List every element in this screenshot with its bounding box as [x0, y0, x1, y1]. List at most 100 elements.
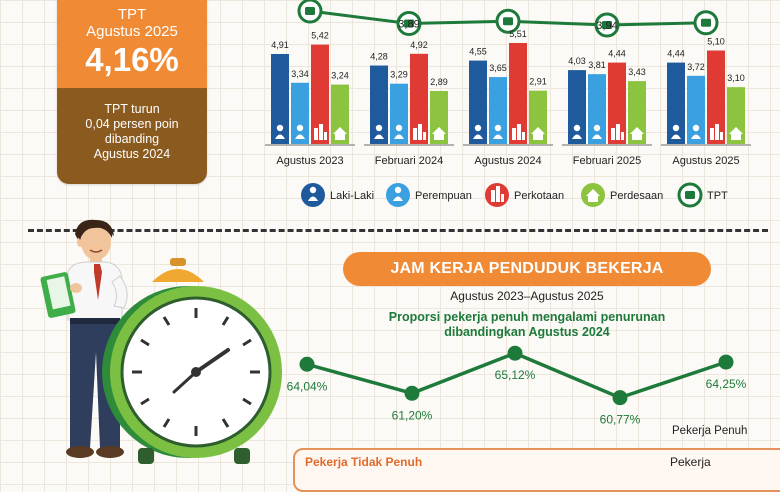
man-icon	[671, 124, 681, 139]
tpt-point	[396, 11, 422, 36]
pekerja-label: Pekerja	[670, 455, 711, 469]
man-icon	[275, 124, 285, 139]
tpt-title-line1: TPT	[117, 6, 147, 23]
bar-value-label: 4,91	[271, 40, 289, 50]
bar-laki-laki	[271, 53, 289, 144]
alarm-clock-icon	[102, 258, 282, 464]
man-icon	[308, 186, 318, 201]
jam-kerja-period: Agustus 2023–Agustus 2025	[450, 289, 604, 303]
bar-perempuan	[390, 83, 408, 144]
legend-item: Perkotaan	[485, 183, 564, 207]
village-icon	[333, 127, 347, 140]
woman-icon	[691, 124, 701, 139]
tpt-bar-chart: 3,89 3,94 4,91 3,34 5,42 3,24 Agustus 2023 4,28…	[265, 0, 751, 208]
legend-label: Perkotaan	[514, 190, 564, 202]
city-icon	[611, 124, 624, 140]
village-icon	[630, 127, 644, 140]
tpt-summary-title: TPT Agustus 2025	[57, 0, 207, 40]
city-icon	[491, 186, 504, 202]
bar-value-label: 3,29	[390, 70, 408, 80]
bar-perkotaan	[311, 44, 329, 145]
worker-clock-illustration	[40, 219, 282, 464]
pekerja-penuh-point	[612, 390, 628, 406]
tpt-point	[693, 10, 719, 36]
man-icon	[374, 124, 384, 139]
category-label: Agustus 2024	[474, 155, 541, 167]
pekerja-penuh-label: Pekerja Penuh	[672, 425, 748, 437]
city-icon	[314, 124, 327, 140]
bar-perkotaan	[509, 42, 527, 144]
bar-value-label: 2,91	[529, 77, 547, 87]
legend-label: Perempuan	[415, 190, 472, 202]
city-icon	[413, 124, 426, 140]
pekerja-tidak-penuh-label: Pekerja Tidak Penuh	[305, 455, 423, 469]
bar-value-label: 4,55	[469, 47, 487, 57]
bar-perdesaan	[430, 91, 448, 144]
bar-laki-laki	[469, 60, 487, 145]
bar-laki-laki	[568, 70, 586, 144]
category-label: Agustus 2025	[672, 155, 739, 167]
legend-item: Perempuan	[386, 183, 472, 207]
bar-perdesaan	[529, 90, 547, 144]
bar-value-label: 5,51	[509, 29, 527, 39]
bar-value-label: 2,89	[430, 77, 448, 87]
section-divider	[28, 229, 768, 232]
woman-icon	[592, 124, 602, 139]
village-icon	[729, 127, 743, 140]
man-icon	[572, 124, 582, 139]
legend-label: Laki-Laki	[330, 190, 374, 202]
tpt-point	[297, 0, 323, 24]
village-icon	[432, 127, 446, 140]
category-label: Februari 2024	[375, 155, 444, 167]
tpt-note-line2: 0,04 persen poin	[85, 117, 179, 131]
bar-perkotaan	[608, 62, 626, 144]
pekerja-penuh-point	[299, 356, 315, 372]
bar-perempuan	[291, 82, 309, 144]
tpt-note-line3: dibanding	[104, 132, 160, 146]
woman-icon	[295, 124, 305, 139]
bar-value-label: 3,24	[331, 71, 349, 81]
bar-perempuan	[489, 77, 507, 144]
bar-perempuan	[588, 74, 606, 144]
bar-value-label: 3,81	[588, 60, 606, 70]
bar-value-label: 3,43	[628, 67, 646, 77]
category-label: Agustus 2023	[276, 155, 343, 167]
bar-perkotaan	[707, 50, 725, 144]
tpt-note: TPT turun 0,04 persen poin dibanding Agu…	[57, 88, 207, 184]
pekerja-penuh-value-label: 64,04%	[287, 379, 328, 393]
woman-icon	[393, 186, 403, 201]
bar-value-label: 4,92	[410, 40, 428, 50]
pekerja-penuh-point	[718, 354, 734, 370]
category-label: Februari 2025	[573, 155, 642, 167]
bar-value-label: 5,10	[707, 37, 725, 47]
legend-item: Perdesaan	[581, 183, 663, 207]
pekerja-penuh-value-label: 64,25%	[706, 377, 747, 391]
city-icon	[710, 124, 723, 140]
bar-laki-laki	[370, 65, 388, 144]
bar-value-label: 3,72	[687, 62, 705, 72]
tpt-summary-card: TPT Agustus 2025 4,16% TPT turun 0,04 pe…	[57, 0, 207, 184]
legend-item: Laki-Laki	[301, 183, 374, 207]
tpt-note-line4: Agustus 2024	[93, 147, 171, 161]
bar-value-label: 4,44	[608, 49, 626, 59]
village-icon	[531, 127, 545, 140]
legend-item: TPT	[677, 182, 728, 208]
jam-kerja-description: Proporsi pekerja penuh mengalami penurun…	[340, 310, 714, 340]
tpt-value: 4,16%	[85, 41, 179, 78]
pekerja-penuh-value-label: 65,12%	[495, 368, 536, 382]
bar-value-label: 3,10	[727, 73, 745, 83]
jam-kerja-description-line2: dibandingkan Agustus 2024	[444, 325, 610, 339]
man-icon	[473, 124, 483, 139]
tpt-point-label: 3,89	[398, 19, 419, 31]
jam-kerja-description-line1: Proporsi pekerja penuh mengalami penurun…	[388, 310, 666, 324]
pekerja-penuh-value-label: 60,77%	[600, 413, 641, 427]
bar-value-label: 4,28	[370, 52, 388, 62]
city-icon	[512, 124, 525, 140]
pekerja-penuh-point	[404, 385, 420, 401]
bar-perempuan	[687, 75, 705, 144]
bar-value-label: 3,34	[291, 69, 309, 79]
tpt-point	[495, 8, 521, 34]
jam-kerja-title-banner: JAM KERJA PENDUDUK BEKERJA	[343, 252, 711, 286]
bar-perkotaan	[410, 53, 428, 144]
village-icon	[586, 189, 600, 202]
